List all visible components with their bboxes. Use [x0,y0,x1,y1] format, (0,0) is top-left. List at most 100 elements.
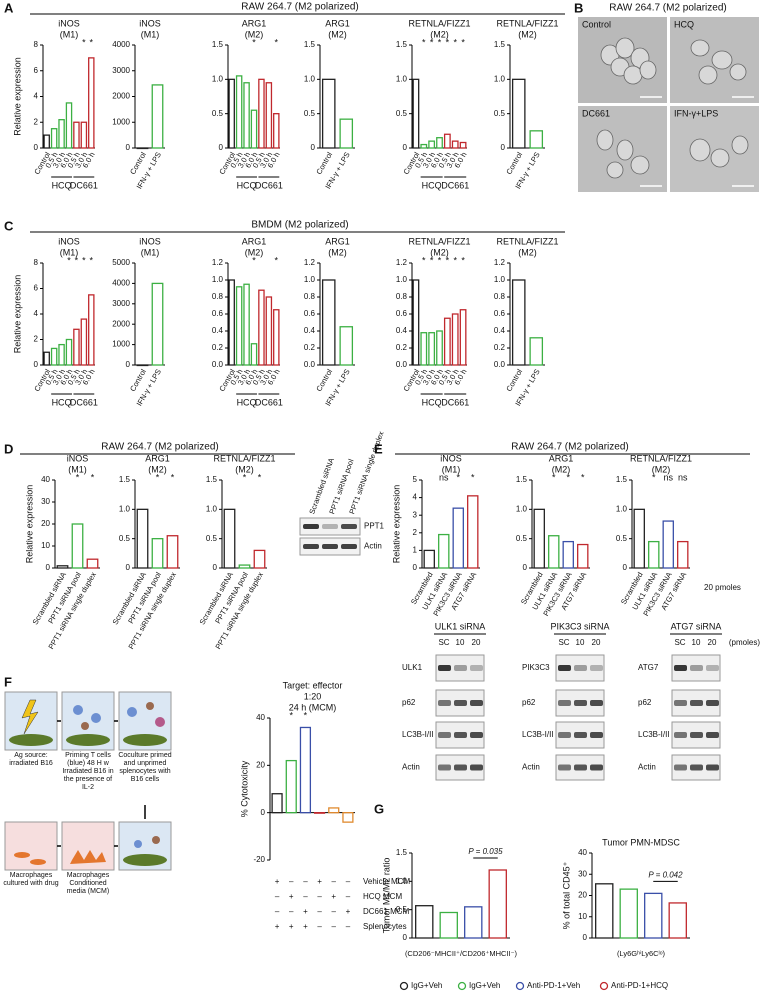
y-tick-label: 1.5 [119,475,131,484]
y-tick-label: 1.5 [516,475,528,484]
panel-label: F [4,674,12,689]
chart-title: RETNLA/FIZZ1 [496,236,558,246]
group-label: DC661 [441,397,469,407]
condition-mark: – [346,892,351,901]
condition-name: HCQ MCM [363,892,402,901]
band [341,524,357,529]
chart-title: ARG1 [242,18,267,28]
lane-label: SC [438,638,449,647]
condition-mark: – [346,877,351,886]
band [341,544,357,549]
band-label: p62 [638,698,652,707]
micrograph-label: Control [582,19,611,29]
bar [265,296,273,366]
significance: * [566,472,570,482]
micrograph-label: IFN-γ+LPS [674,108,718,118]
bar [58,343,65,366]
condition-mark: – [332,907,337,916]
y-axis-label: Relative expression [12,57,22,136]
chart-title: (M1) [60,29,79,39]
bar [228,78,235,149]
y-tick-label: 3000 [112,66,130,75]
lane-label: 20 [472,638,481,647]
significance: * [430,37,434,47]
y-tick-label: 3000 [112,299,130,308]
chart-title: (M2) [652,464,671,474]
chart-title: RETNLA/FIZZ1 [213,453,275,463]
y-tick-label: 20 [256,760,265,769]
y-tick-label: 40 [41,475,50,484]
y-tick-label: 0 [261,808,266,817]
bar [595,883,614,939]
significance: ns [439,472,449,482]
significance: * [581,472,585,482]
y-tick-label: 0.2 [494,343,506,352]
chart-title: iNOS [58,18,80,28]
significance: * [156,472,160,482]
significance: * [67,255,71,265]
y-tick-label: 1000 [112,117,130,126]
bar [342,812,354,823]
band [590,764,603,771]
significance: * [461,37,465,47]
bar [253,549,266,569]
significance: * [82,255,86,265]
band [574,665,587,671]
condition-mark: – [289,877,294,886]
bar [619,888,638,939]
bar [243,283,250,366]
band [690,665,703,671]
condition-mark: – [275,907,280,916]
y-tick-label: 0.2 [304,343,316,352]
band-label: p62 [522,698,536,707]
bar [136,508,149,569]
y-tick-label: 0.2 [212,343,224,352]
band [674,764,687,771]
group-label: DC661 [70,180,98,190]
cells [596,37,749,179]
bar [420,332,428,366]
band [470,700,483,706]
y-tick-label: 8 [34,258,39,267]
chart-title: (M2) [518,29,537,39]
band [674,700,687,706]
legend-label: IgG+Veh [411,981,442,990]
band [690,764,703,771]
band [438,764,451,771]
y-tick-label: 0.0 [304,360,316,369]
lane-label: SC [674,638,685,647]
y-tick-label: 0.5 [516,534,528,543]
y-tick-label: 1.2 [396,258,408,267]
panel-header: BMDM (M2 polarized) [251,220,348,231]
condition-mark: + [275,877,280,886]
y-tick-label: 0 [213,563,218,572]
bar [223,508,236,569]
condition-mark: + [289,922,294,931]
y-tick-label: 40 [578,848,587,857]
band [590,732,603,738]
y-tick-label: 1.0 [516,504,528,513]
bar [412,78,420,149]
condition-mark: – [303,877,308,886]
y-tick-label: 0.2 [396,343,408,352]
significance: * [456,472,460,482]
bar [65,338,73,366]
bar [438,533,450,569]
band [574,700,587,706]
chart-title: ARG1 [242,236,267,246]
legend-swatch [399,981,409,991]
panel-header: RAW 264.7 (M2 polarized) [609,3,726,14]
bar [136,147,149,150]
band [322,544,338,549]
significance: * [76,472,80,482]
band [438,732,451,738]
y-tick-label: 0 [126,360,131,369]
chart-title: ARG1 [325,236,350,246]
bar [452,507,464,569]
chart-title: (M2) [245,29,264,39]
lane-label: PPT1 siRNA single duplex [347,430,385,516]
y-tick-label: 0 [126,143,131,152]
significance: * [289,710,293,720]
